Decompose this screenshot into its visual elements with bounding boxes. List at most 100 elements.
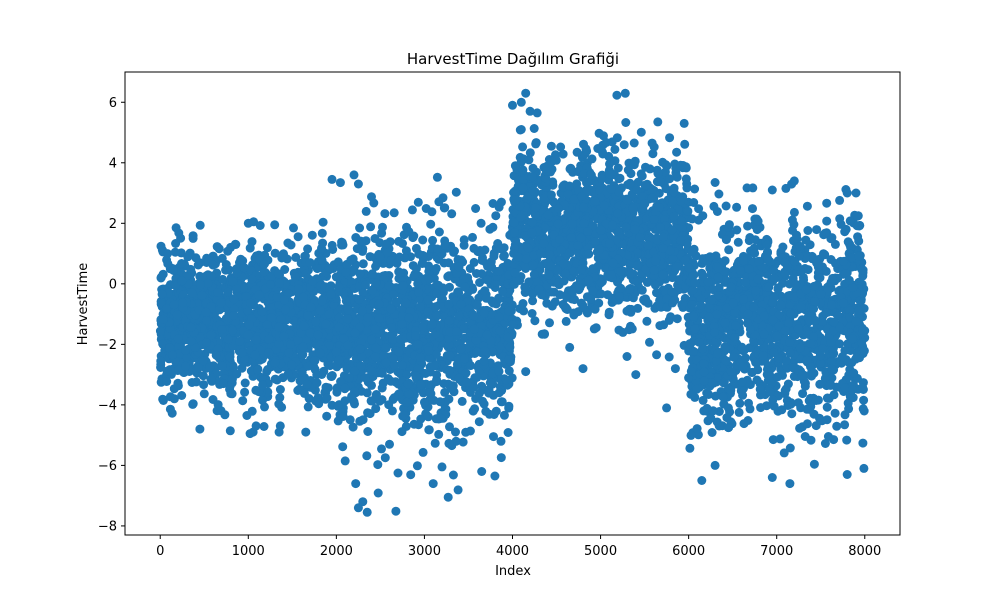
scatter-point (445, 327, 455, 337)
scatter-point (333, 401, 343, 411)
scatter-point (681, 255, 690, 265)
scatter-point (668, 196, 678, 206)
scatter-point (648, 149, 658, 159)
scatter-point (444, 271, 453, 281)
scatter-point (213, 400, 223, 410)
scatter-point (414, 249, 424, 259)
scatter-point (287, 360, 297, 370)
scatter-point (469, 382, 479, 392)
scatter-point (454, 311, 464, 321)
scatter-point (485, 378, 495, 388)
scatter-point (830, 408, 840, 418)
scatter-point (468, 232, 477, 242)
scatter-point (635, 233, 645, 242)
scatter-point (291, 252, 301, 262)
scatter-point (431, 329, 441, 339)
scatter-point (273, 269, 283, 279)
points-layer (155, 88, 870, 517)
scatter-point (216, 298, 226, 308)
scatter-point (342, 364, 352, 374)
scatter-point (480, 346, 490, 356)
scatter-point (572, 147, 582, 157)
scatter-point (756, 403, 766, 413)
scatter-point (582, 146, 592, 156)
scatter-point (822, 198, 832, 208)
scatter-point (476, 321, 486, 331)
scatter-point (351, 233, 361, 242)
scatter-point (472, 372, 482, 382)
scatter-point (188, 399, 198, 409)
scatter-point (508, 320, 518, 330)
scatter-point (444, 340, 454, 350)
scatter-point (198, 356, 208, 366)
scatter-point (479, 308, 489, 318)
scatter-point (558, 149, 568, 159)
scatter-point (398, 281, 408, 291)
scatter-point (591, 323, 601, 333)
scatter-point (497, 397, 507, 407)
scatter-point (724, 245, 734, 255)
scatter-point (677, 223, 687, 233)
scatter-point (215, 305, 225, 315)
scatter-point (444, 258, 454, 268)
scatter-point (401, 246, 411, 256)
scatter-point (636, 127, 646, 137)
scatter-point (714, 189, 724, 199)
scatter-point (495, 244, 505, 254)
scatter-point (312, 264, 322, 274)
scatter-point (520, 261, 530, 271)
scatter-point (243, 330, 253, 340)
scatter-point (469, 311, 479, 321)
scatter-point (253, 365, 263, 375)
scatter-point (186, 264, 196, 274)
scatter-point (259, 267, 269, 277)
scatter-point (733, 237, 743, 247)
scatter-point (331, 347, 341, 357)
scatter-point (543, 210, 553, 220)
scatter-point (491, 211, 501, 221)
scatter-point (530, 316, 540, 326)
scatter-point (163, 259, 173, 269)
scatter-point (301, 335, 311, 345)
scatter-point (484, 388, 494, 398)
scatter-point (391, 506, 401, 516)
scatter-point (613, 208, 623, 218)
scatter-point (417, 323, 427, 333)
scatter-point (655, 321, 665, 331)
scatter-point (415, 353, 425, 362)
scatter-point (649, 215, 659, 224)
scatter-point (619, 140, 629, 150)
scatter-point (321, 319, 331, 329)
scatter-point (357, 306, 367, 316)
scatter-point (447, 383, 457, 393)
scatter-point (387, 323, 396, 333)
scatter-point (670, 295, 680, 305)
scatter-point (523, 243, 533, 253)
scatter-point (327, 240, 337, 250)
scatter-point (334, 355, 344, 365)
scatter-point (195, 220, 205, 230)
scatter-point (722, 413, 732, 423)
scatter-point (225, 426, 235, 436)
scatter-point (480, 245, 490, 255)
scatter-point (315, 306, 325, 316)
scatter-point (423, 307, 433, 316)
scatter-point (254, 290, 264, 300)
scatter-point (605, 169, 615, 179)
scatter-point (183, 252, 193, 262)
scatter-point (375, 251, 385, 261)
scatter-point (525, 148, 535, 158)
scatter-point (665, 133, 675, 143)
scatter-point (822, 216, 832, 226)
scatter-point (298, 350, 308, 360)
scatter-point (859, 395, 869, 405)
scatter-point (263, 387, 273, 397)
scatter-point (596, 225, 606, 235)
scatter-point (380, 209, 390, 219)
scatter-point (409, 419, 419, 429)
scatter-point (439, 379, 449, 389)
scatter-point (643, 298, 653, 308)
scatter-point (768, 435, 778, 445)
scatter-point (247, 274, 257, 284)
scatter-point (168, 350, 177, 360)
